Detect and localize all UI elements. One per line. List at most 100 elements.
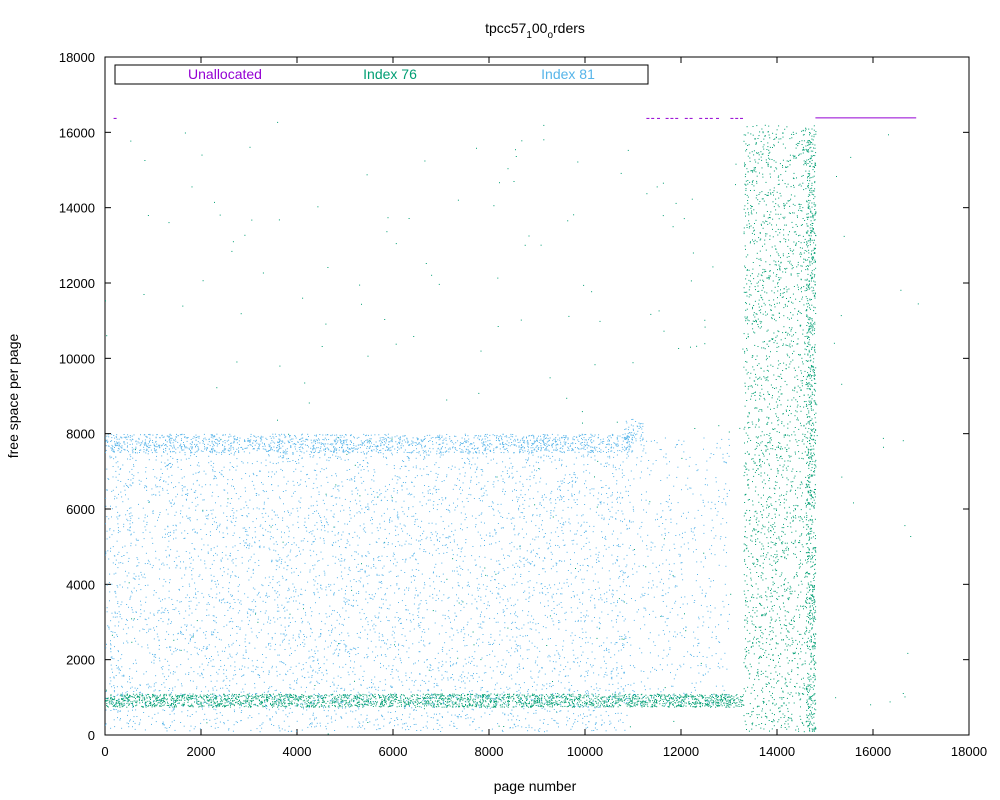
point-index-76 [775,203,777,205]
point-index-76 [769,264,771,266]
point-index-76 [679,697,681,699]
point-index-76 [188,705,190,707]
point-index-76 [452,696,454,698]
point-index-76 [814,181,816,183]
point-index-76 [526,700,528,701]
point-index-76 [197,703,199,705]
point-index-76 [729,701,731,703]
point-index-76 [756,407,758,409]
point-index-76 [403,694,405,696]
point-index-76 [799,516,801,518]
point-index-76 [727,706,729,708]
point-index-76 [156,705,158,707]
point-index-76 [802,663,804,665]
point-index-76 [629,706,631,708]
point-index-76 [740,706,742,707]
point-index-76 [532,694,534,696]
point-index-76 [768,700,770,702]
point-index-76 [207,697,209,698]
point-index-76 [793,505,795,507]
point-index-76 [785,578,787,580]
point-index-76 [797,667,799,669]
point-index-76 [781,543,783,545]
point-index-76 [779,620,781,622]
point-index-76 [788,212,790,214]
point-index-76 [787,597,789,599]
point-index-76 [692,695,694,697]
point-index-76 [777,680,778,682]
point-index-76 [750,205,752,206]
point-index-76 [559,702,561,704]
point-index-76 [777,204,779,206]
point-index-76 [550,694,552,696]
point-index-76 [212,693,213,695]
point-index-76 [419,698,421,700]
point-index-76 [497,695,498,697]
point-index-76 [295,696,297,698]
point-index-76 [139,702,141,704]
point-index-76 [744,619,746,621]
point-index-76 [779,495,781,497]
point-index-76 [206,697,207,699]
point-index-76 [412,694,414,696]
point-index-76 [783,434,785,436]
point-index-76 [771,290,773,292]
point-index-76 [126,702,128,704]
point-index-76 [192,706,194,708]
point-index-76 [284,706,286,708]
point-index-76 [308,699,309,701]
point-index-76 [804,343,806,345]
point-index-76 [620,705,622,707]
point-index-76 [637,700,639,702]
point-index-76 [813,620,814,622]
point-index-76 [783,425,785,427]
point-index-76 [814,401,816,403]
point-index-76 [795,224,797,226]
point-index-76 [381,704,383,706]
point-index-76 [530,705,532,707]
point-index-76 [765,449,767,451]
point-index-76 [711,696,713,698]
point-index-76 [216,706,218,708]
point-index-76 [762,545,764,547]
point-index-76 [767,542,769,544]
point-index-76 [381,703,383,704]
point-index-76 [702,697,704,698]
point-index-76 [678,701,680,702]
point-index-76 [694,706,696,708]
point-index-76 [407,701,409,703]
point-index-76 [786,202,788,204]
point-index-76 [249,700,251,702]
point-index-76 [744,580,746,582]
point-index-76 [361,699,363,701]
point-index-76 [403,695,405,697]
point-index-76 [792,203,794,205]
point-index-76 [619,698,621,700]
point-index-76 [539,703,541,705]
point-index-76 [769,438,771,440]
point-index-76 [807,720,809,722]
point-index-76 [789,405,791,407]
point-index-76 [604,700,606,702]
point-index-76 [663,700,664,702]
point-index-76 [792,226,794,228]
point-index-76 [803,189,805,191]
point-index-76 [172,706,174,708]
point-index-76 [757,531,759,533]
point-index-76 [773,528,774,530]
point-index-76 [789,410,790,411]
point-index-76 [791,669,793,671]
point-index-76 [774,704,776,706]
point-index-76 [415,701,417,703]
point-index-76 [488,705,490,707]
point-index-76 [443,699,445,701]
point-index-76 [639,698,641,700]
point-index-76 [132,703,133,705]
point-index-76 [752,355,754,357]
point-index-76 [700,694,702,696]
point-index-76 [777,721,779,723]
point-index-76 [793,350,795,352]
point-index-76 [755,289,756,291]
point-index-76 [758,418,760,420]
point-index-76 [791,317,792,319]
